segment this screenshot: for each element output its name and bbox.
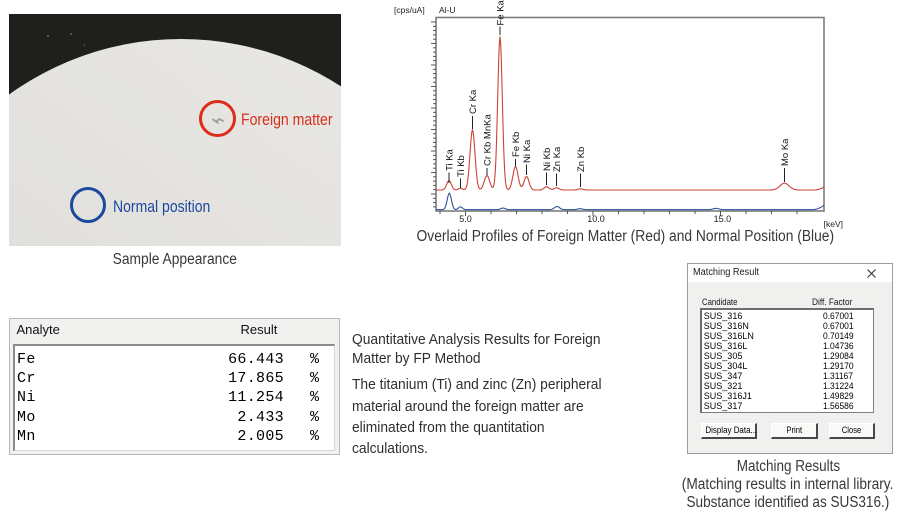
svg-text:Fe Kb: Fe Kb — [511, 132, 522, 157]
svg-text:[cps/uA]: [cps/uA] — [394, 5, 425, 15]
svg-text:Fe Ka: Fe Ka — [496, 0, 507, 26]
svg-text:Cr Kb MnKa: Cr Kb MnKa — [483, 114, 494, 166]
svg-text:Al-U: Al-U — [439, 5, 456, 15]
svg-text:10.0: 10.0 — [587, 214, 605, 224]
svg-text:Ni Kb: Ni Kb — [542, 148, 553, 171]
svg-text:Ti Kb: Ti Kb — [456, 155, 467, 177]
svg-text:Mo Ka: Mo Ka — [780, 138, 791, 166]
svg-text:5.0: 5.0 — [459, 214, 472, 224]
svg-text:15.0: 15.0 — [714, 214, 732, 224]
svg-text:[keV]: [keV] — [824, 219, 843, 229]
svg-text:Zn Ka: Zn Ka — [552, 146, 563, 172]
svg-text:Zn Kb: Zn Kb — [576, 147, 587, 172]
svg-text:Cr Ka: Cr Ka — [468, 89, 479, 114]
svg-text:Ti Ka: Ti Ka — [445, 148, 456, 171]
svg-text:Ni Ka: Ni Ka — [522, 139, 533, 163]
